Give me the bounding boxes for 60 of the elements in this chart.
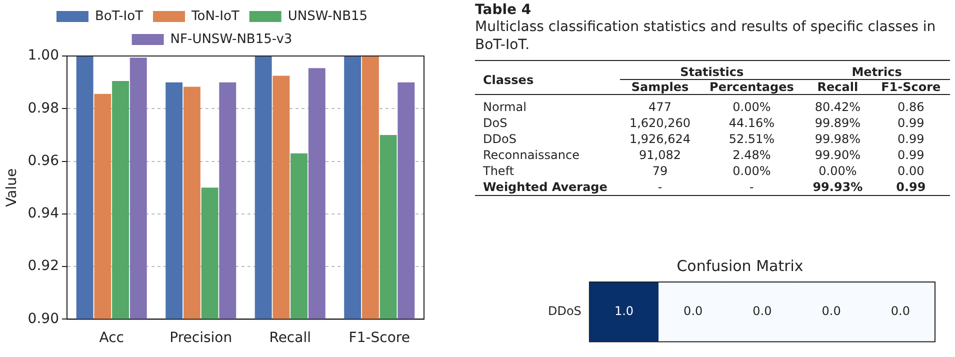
text: 0.00% xyxy=(732,100,771,114)
legend-label: NF-UNSW-NB15-v3 xyxy=(170,32,292,47)
category-label: Weighted Average xyxy=(483,180,608,194)
x-tick-label: Acc xyxy=(99,330,124,346)
text: 99.89% xyxy=(814,116,861,130)
text: - xyxy=(750,180,754,194)
text: - xyxy=(658,180,662,194)
text: 0.99 xyxy=(898,116,924,130)
legend-label: ToN-IoT xyxy=(190,8,240,24)
category-label: Samples xyxy=(630,80,690,94)
y-tick-label: 0.94 xyxy=(28,206,60,222)
x-tick-label: Recall xyxy=(269,330,312,346)
data-label: 0.0 xyxy=(752,304,772,318)
category-label: Percentages xyxy=(708,80,795,94)
text: 1,620,260 xyxy=(629,116,691,130)
text: 0.99 xyxy=(896,180,926,194)
text: Classes xyxy=(482,72,535,88)
text: 477 xyxy=(648,100,672,114)
data-label: 1.0 xyxy=(614,304,634,318)
category-label: Normal xyxy=(483,100,526,114)
y-tick-label: 0.90 xyxy=(28,310,59,327)
category-label: Recall xyxy=(816,80,860,94)
text: 80.42% xyxy=(814,100,861,114)
text: 0.00% xyxy=(818,164,857,178)
text: 99.98% xyxy=(814,132,861,146)
text: 91,082 xyxy=(639,148,681,162)
text: 0.00 xyxy=(898,164,924,178)
data-label: 0.0 xyxy=(822,304,841,318)
data-label: 0.0 xyxy=(890,304,910,318)
text: 99.93% xyxy=(812,180,863,194)
x-tick-label: F1-Score xyxy=(348,330,410,346)
text: 44.16% xyxy=(728,116,775,130)
text: Statistics xyxy=(620,60,804,80)
data-label: 0.0 xyxy=(684,304,703,318)
y-tick-label: 0.98 xyxy=(28,100,59,116)
category-label: F1-Score xyxy=(880,80,942,94)
text: 1,926,624 xyxy=(629,132,691,146)
y-tick-label: 0.92 xyxy=(28,258,59,274)
category-label: DoS xyxy=(483,116,508,130)
category-label: DDoS xyxy=(483,132,516,146)
category-label: Reconnaissance xyxy=(483,148,580,162)
text: 0.99 xyxy=(898,132,924,146)
category-label: Theft xyxy=(483,164,514,178)
y-tick-label: 0.96 xyxy=(28,152,60,169)
text: 2.48% xyxy=(732,148,771,162)
x-tick-label: Precision xyxy=(170,330,232,346)
text: Table 4 xyxy=(475,2,532,18)
legend-label: BoT-IoT xyxy=(94,8,144,24)
text: 0.00% xyxy=(732,164,771,178)
text: Metrics xyxy=(804,60,950,80)
text: 99.90% xyxy=(814,148,861,162)
chart-title: Confusion Matrix xyxy=(676,256,804,275)
y-axis-title: Value xyxy=(4,168,20,207)
legend-label: UNSW-NB15 xyxy=(288,8,368,24)
text: Multiclass classification statistics and results of specific classes in BoT-IoT. xyxy=(475,18,937,54)
text: 52.51% xyxy=(728,132,775,146)
text: 0.99 xyxy=(898,148,924,162)
text: 0.86 xyxy=(898,100,924,114)
y-tick-label: 1.00 xyxy=(28,48,59,64)
text: 79 xyxy=(652,164,668,178)
